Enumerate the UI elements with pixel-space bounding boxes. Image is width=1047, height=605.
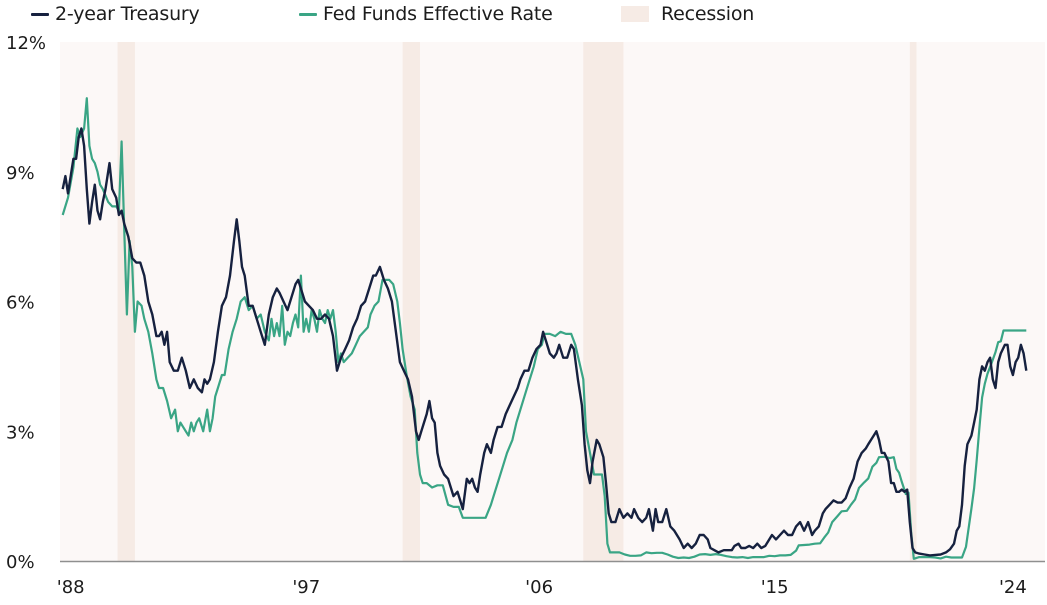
series-lines <box>61 97 1028 560</box>
legend-label-2-year-treasury: 2-year Treasury <box>55 3 200 25</box>
legend-label-recession: Recession <box>661 3 755 25</box>
legend-swatch-2-year-treasury <box>31 12 49 16</box>
y-axis-ticks: 0% 3% 6% 9% 12% <box>6 33 46 573</box>
x-tick-label: '97 <box>292 577 320 598</box>
y-tick-label: 9% <box>6 163 35 184</box>
y-tick-label: 12% <box>6 33 46 54</box>
legend-label-fed-funds: Fed Funds Effective Rate <box>323 3 553 25</box>
y-tick-label: 3% <box>6 422 35 443</box>
legend-item-fed-funds[interactable]: Fed Funds Effective Rate <box>299 3 553 25</box>
recession-bands <box>117 42 917 561</box>
legend-item-2-year-treasury[interactable]: 2-year Treasury <box>31 3 200 25</box>
x-axis-ticks: '88 '97 '06 '15 '24 <box>57 577 1027 598</box>
series-line-fed-funds-effective-rate <box>61 97 1027 560</box>
y-tick-label: 0% <box>6 552 35 573</box>
x-tick-label: '24 <box>999 577 1027 598</box>
legend-swatch-recession <box>621 6 649 22</box>
legend: 2-year Treasury Fed Funds Effective Rate… <box>0 0 1047 30</box>
recession-band-1 <box>402 42 421 561</box>
y-tick-label: 6% <box>6 293 35 314</box>
plot-background <box>60 42 1045 561</box>
legend-swatch-fed-funds <box>299 12 317 16</box>
legend-item-recession[interactable]: Recession <box>621 3 754 25</box>
x-tick-label: '06 <box>525 577 553 598</box>
x-tick-label: '88 <box>57 577 85 598</box>
x-tick-label: '15 <box>761 577 789 598</box>
series-line-2-year-treasury <box>61 127 1028 557</box>
recession-band-3 <box>909 42 917 561</box>
